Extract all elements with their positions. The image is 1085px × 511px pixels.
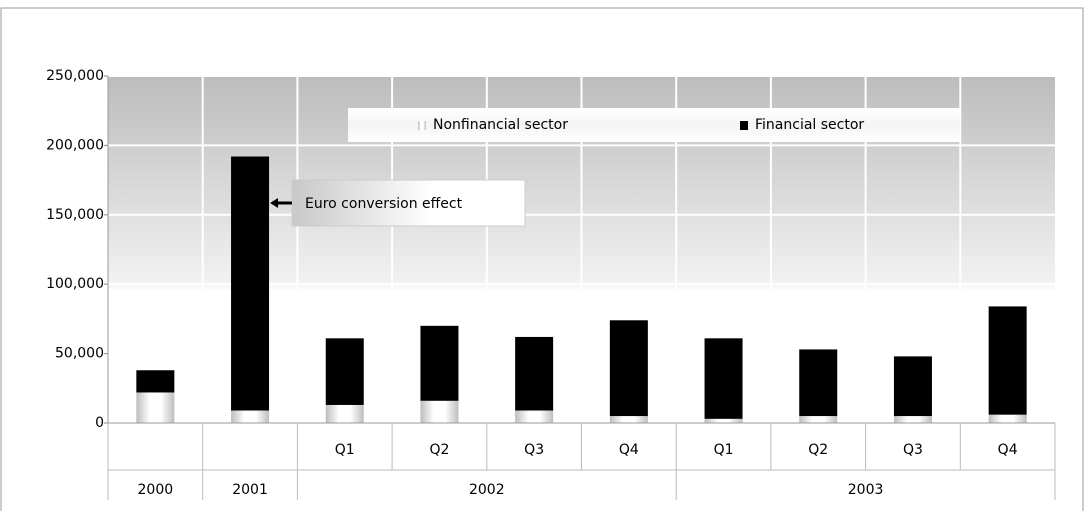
bar-segment [325, 404, 364, 423]
bar-segment [893, 356, 932, 417]
y-tick-label: 250,000 [46, 68, 104, 84]
legend-label: Nonfinancial sector [433, 117, 568, 133]
y-tick-label: 50,000 [55, 346, 104, 362]
bar-segment [988, 306, 1027, 415]
bar-segment [988, 414, 1027, 423]
legend-swatch [740, 121, 748, 130]
legend-box [348, 108, 960, 142]
bar-segment [609, 416, 648, 423]
x-tick-label: Q3 [903, 442, 923, 458]
annotation-text: Euro conversion effect [305, 196, 463, 212]
bar-segment [231, 410, 270, 423]
y-tick-label: 100,000 [46, 276, 104, 292]
bar-segment [893, 416, 932, 423]
x-tick-label: Q2 [429, 442, 449, 458]
x-tick-label: Q4 [619, 442, 639, 458]
annotation-box [291, 179, 526, 227]
bar-segment [231, 156, 270, 411]
bar-segment [515, 410, 554, 423]
bar-segment [799, 416, 838, 423]
x-tick-label: Q3 [524, 442, 544, 458]
x-tick-label: Q4 [998, 442, 1018, 458]
bar-segment [325, 338, 364, 405]
bar-segment [609, 320, 648, 417]
bar-segment [420, 325, 459, 401]
bar-segment [704, 338, 743, 419]
bar-segment [136, 392, 175, 423]
y-tick-label: 150,000 [46, 207, 104, 223]
x-group-label: 2002 [469, 482, 505, 498]
y-tick-label: 200,000 [46, 137, 104, 153]
y-tick-label: 0 [95, 415, 104, 431]
annotation-arrowhead [270, 198, 279, 208]
bar-segment [515, 336, 554, 411]
bar-segment [420, 400, 459, 423]
legend-label: Financial sector [755, 117, 864, 133]
x-group-label: 2001 [232, 482, 268, 498]
bar-segment [136, 370, 175, 393]
x-tick-label: Q1 [335, 442, 355, 458]
x-group-label: 2003 [848, 482, 884, 498]
frame [0, 7, 1084, 511]
bar-segment [799, 349, 838, 417]
x-tick-label: Q2 [808, 442, 828, 458]
x-group-label: 2000 [138, 482, 174, 498]
bar-segment [704, 418, 743, 423]
x-tick-label: Q1 [714, 442, 734, 458]
legend-swatch [418, 121, 426, 130]
